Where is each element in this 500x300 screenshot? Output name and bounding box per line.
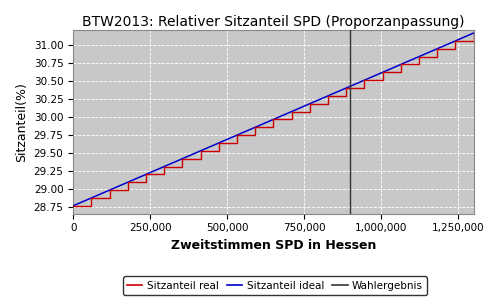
X-axis label: Zweitstimmen SPD in Hessen: Zweitstimmen SPD in Hessen: [170, 239, 376, 252]
Y-axis label: Sitzanteil(%): Sitzanteil(%): [15, 82, 28, 162]
Legend: Sitzanteil real, Sitzanteil ideal, Wahlergebnis: Sitzanteil real, Sitzanteil ideal, Wahle…: [122, 277, 428, 295]
Title: BTW2013: Relativer Sitzanteil SPD (Proporzanpassung): BTW2013: Relativer Sitzanteil SPD (Propo…: [82, 15, 464, 29]
